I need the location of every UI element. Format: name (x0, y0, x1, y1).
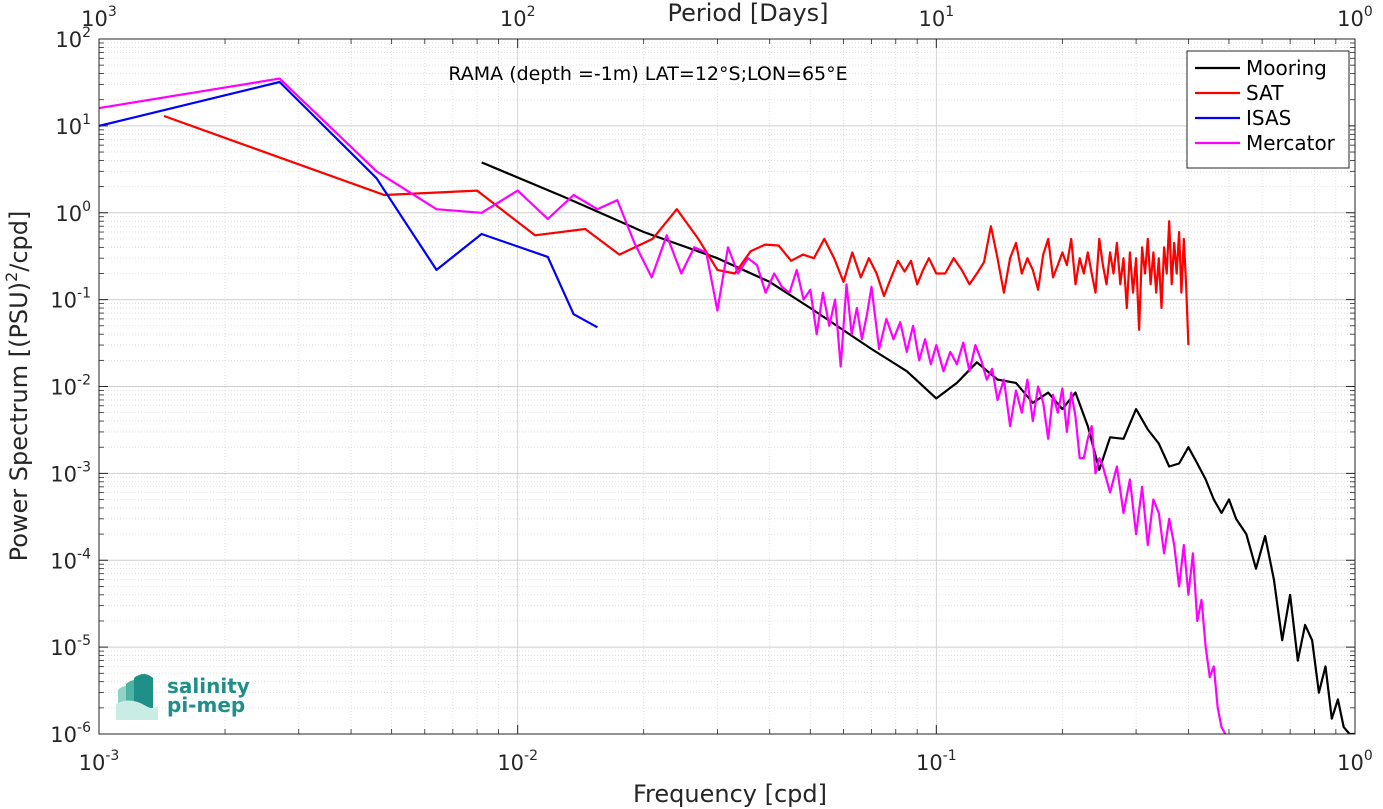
y-label-sup: 2 (2, 272, 21, 282)
y-tick-label: 102 (55, 25, 91, 52)
y-tick-label: 10-1 (50, 286, 91, 313)
y-tick-label-exp: 1 (82, 112, 91, 128)
x-tick-label-base: 10 (79, 751, 106, 775)
top-tick-label-exp: 1 (945, 4, 954, 20)
y-tick-label: 101 (55, 112, 91, 139)
y-tick-label-exp: 2 (82, 25, 91, 41)
series-line-mercator (99, 77, 1227, 734)
y-label-unit: /cpd] (5, 211, 33, 272)
x-tick-label-base: 10 (916, 751, 943, 775)
x-tick-label-exp: -1 (943, 748, 957, 764)
y-tick-label-base: 10 (50, 462, 77, 486)
legend-label-mercator: Mercator (1246, 131, 1336, 155)
y-tick-label-exp: -3 (77, 459, 91, 475)
y-tick-label-exp: -5 (77, 633, 91, 649)
legend-label-isas: ISAS (1246, 106, 1291, 130)
x-tick-label-exp: -3 (105, 748, 119, 764)
x-tick-label-exp: 0 (1364, 748, 1373, 764)
y-tick-label-base: 10 (50, 723, 77, 747)
y-tick-label-base: 10 (50, 376, 77, 400)
x-tick-label: 10-1 (916, 748, 957, 775)
top-tick-label-base: 10 (500, 7, 527, 31)
top-tick-label: 101 (919, 4, 955, 31)
axis-ticks (98, 38, 1356, 735)
minor-grid (99, 39, 1355, 734)
x-tick-label-base: 10 (1337, 751, 1364, 775)
y-tick-label-exp: -4 (77, 546, 91, 562)
top-tick-label-exp: 2 (527, 4, 536, 20)
legend-label-mooring: Mooring (1246, 56, 1327, 80)
y-tick-label: 10-2 (50, 373, 91, 400)
logo-line2: pi-mep (167, 693, 245, 717)
logo-waves-icon (116, 674, 158, 720)
y-tick-label-exp: -1 (77, 286, 91, 302)
x-tick-labels: 10-3 10-2 10-1 100 (79, 748, 1373, 775)
x-tick-label: 100 (1337, 748, 1373, 775)
top-tick-label-base: 10 (919, 7, 946, 31)
top-tick-label: 100 (1337, 4, 1373, 31)
series-line-mooring (481, 161, 1355, 734)
top-axis-label: Period [Days] (667, 0, 828, 27)
legend-label-sat: SAT (1246, 81, 1284, 105)
x-tick-label: 10-3 (79, 748, 120, 775)
y-tick-label: 100 (55, 199, 91, 226)
chart-title: RAMA (depth =-1m) LAT=12°S;LON=65°E (448, 63, 847, 85)
y-tick-label: 10-4 (50, 546, 91, 573)
y-tick-label: 10-5 (50, 633, 91, 660)
top-tick-label-exp: 3 (108, 4, 117, 20)
top-tick-label-base: 10 (81, 7, 108, 31)
legend-box (1186, 50, 1350, 169)
y-tick-label-exp: 0 (82, 199, 91, 215)
x-tick-label-exp: -2 (524, 748, 538, 764)
x-tick-label: 10-2 (497, 748, 538, 775)
salinity-pi-mep-logo: salinity pi-mep (116, 674, 250, 720)
series-line-isas (99, 80, 598, 329)
series-line-sat (163, 114, 1190, 346)
y-tick-label-base: 10 (50, 289, 77, 313)
y-axis-label: Power Spectrum [(PSU)2/cpd] (2, 211, 33, 562)
y-tick-label-base: 10 (50, 549, 77, 573)
y-tick-label: 10-6 (50, 720, 91, 747)
x-axis-label: Frequency [cpd] (633, 780, 827, 808)
y-tick-label-exp: -6 (77, 720, 91, 736)
top-tick-label-base: 10 (1337, 7, 1364, 31)
logo-line1: salinity (167, 674, 250, 698)
top-tick-label: 103 (81, 4, 117, 31)
top-tick-labels: 103 102 101 100 (81, 4, 1373, 31)
y-tick-label-base: 10 (50, 636, 77, 660)
y-tick-label-exp: -2 (77, 373, 91, 389)
y-tick-label: 10-3 (50, 459, 91, 486)
y-tick-label-base: 10 (55, 28, 82, 52)
x-tick-label-base: 10 (497, 751, 524, 775)
top-tick-label-exp: 0 (1364, 4, 1373, 20)
y-label-main: Power Spectrum [(PSU) (5, 282, 33, 561)
y-tick-label-base: 10 (55, 202, 82, 226)
top-tick-label: 102 (500, 4, 536, 31)
series-layer (99, 77, 1355, 734)
y-tick-label-base: 10 (55, 115, 82, 139)
